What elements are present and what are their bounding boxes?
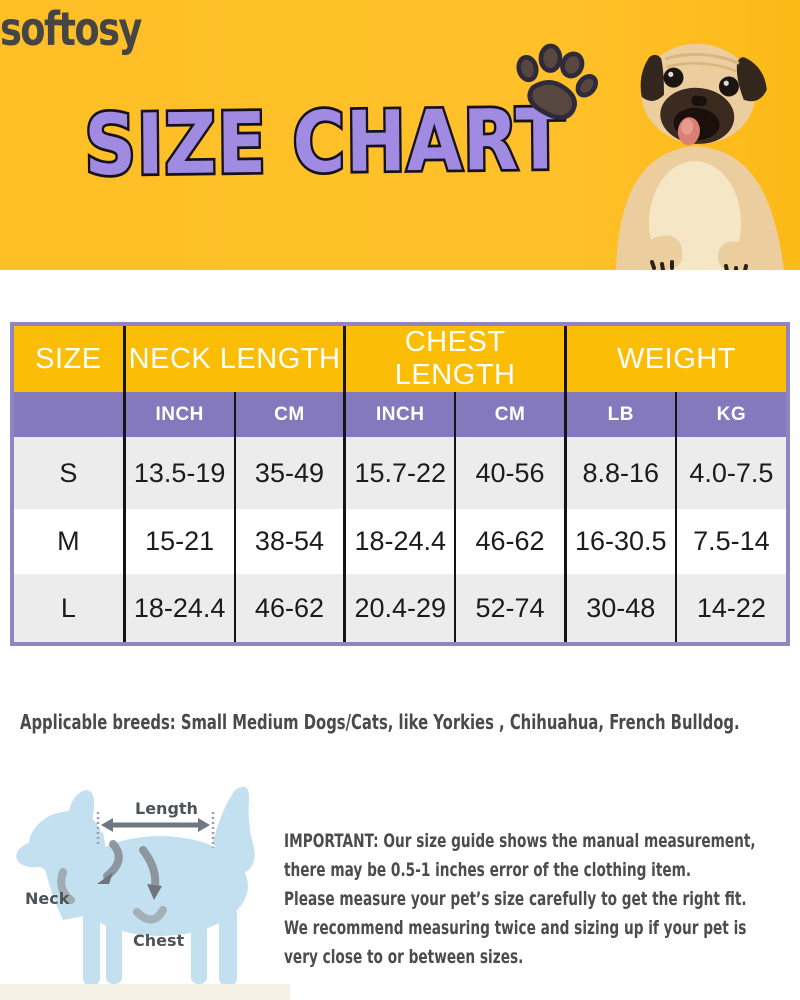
col-header-neck-length: NECK LENGTH: [122, 326, 345, 392]
important-line: very close to or between sizes.: [284, 946, 524, 968]
table-cell: 7.5-14: [674, 509, 786, 574]
table-cell: 13.5-19: [122, 437, 235, 509]
brand-logo: softosy: [0, 2, 142, 56]
important-line: there may be 0.5-1 inches error of the c…: [284, 859, 692, 881]
dog-measurement-diagram: Length Neck Chest: [16, 786, 255, 986]
chest-measure: Chest: [133, 846, 185, 950]
neck-measure: Neck: [25, 840, 123, 908]
table-cell: 38-54: [233, 509, 345, 574]
table-cell: 4.0-7.5: [674, 437, 786, 509]
table-cell: 30-48: [563, 574, 676, 642]
table-cell: 14-22: [674, 574, 786, 642]
banner: softosy SIZE CHART: [0, 0, 800, 270]
important-line: Please measure your pet’s size carefully…: [284, 888, 747, 910]
table-cell: 16-30.5: [563, 509, 676, 574]
table-cell: 18-24.4: [122, 574, 235, 642]
table-cell: 18-24.4: [343, 509, 456, 574]
unit-header: INCH: [122, 392, 235, 437]
table-header-row: SIZE NECK LENGTH CHEST LENGTH WEIGHT: [14, 326, 786, 392]
unit-header: CM: [233, 392, 345, 437]
size-table: SIZE NECK LENGTH CHEST LENGTH WEIGHT INC…: [14, 326, 786, 642]
unit-blank: [14, 392, 125, 437]
neck-label: Neck: [25, 889, 70, 908]
table-row-s: S 13.5-19 35-49 15.7-22 40-56 8.8-16 4.0…: [14, 437, 786, 509]
important-line: We recommend measuring twice and sizing …: [284, 917, 747, 939]
size-cell: S: [14, 437, 125, 509]
diagram-bg-strip: [0, 984, 290, 1000]
table-cell: 35-49: [233, 437, 345, 509]
table-cell: 8.8-16: [563, 437, 676, 509]
table-cell: 15.7-22: [343, 437, 456, 509]
page-title: SIZE CHART: [81, 88, 568, 197]
pug-head: [640, 43, 767, 146]
table-unit-row: INCH CM INCH CM LB KG: [14, 392, 786, 437]
unit-header: CM: [454, 392, 566, 437]
size-table-wrap: SIZE NECK LENGTH CHEST LENGTH WEIGHT INC…: [10, 322, 790, 646]
important-note: IMPORTANT: Our size guide shows the manu…: [284, 827, 756, 972]
pug-photo: [616, 43, 784, 270]
table-cell: 46-62: [233, 574, 345, 642]
table-cell: 46-62: [454, 509, 566, 574]
table-row-m: M 15-21 38-54 18-24.4 46-62 16-30.5 7.5-…: [14, 509, 786, 574]
size-cell: L: [14, 574, 125, 642]
unit-header: INCH: [343, 392, 456, 437]
col-header-chest-length: CHEST LENGTH: [343, 326, 566, 392]
col-header-size: SIZE: [14, 326, 125, 392]
table-cell: 20.4-29: [343, 574, 456, 642]
size-cell: M: [14, 509, 125, 574]
chest-label: Chest: [133, 931, 185, 950]
table-cell: 40-56: [454, 437, 566, 509]
unit-header: KG: [674, 392, 786, 437]
applicable-breeds-note: Applicable breeds: Small Medium Dogs/Cat…: [20, 710, 740, 734]
table-cell: 15-21: [122, 509, 235, 574]
table-cell: 52-74: [454, 574, 566, 642]
col-header-weight: WEIGHT: [563, 326, 786, 392]
unit-header: LB: [563, 392, 676, 437]
paw-print-icon: [516, 43, 599, 120]
length-label: Length: [135, 799, 198, 818]
important-line: IMPORTANT: Our size guide shows the manu…: [284, 830, 756, 852]
table-row-l: L 18-24.4 46-62 20.4-29 52-74 30-48 14-2…: [14, 574, 786, 642]
length-measure: Length: [96, 799, 215, 848]
